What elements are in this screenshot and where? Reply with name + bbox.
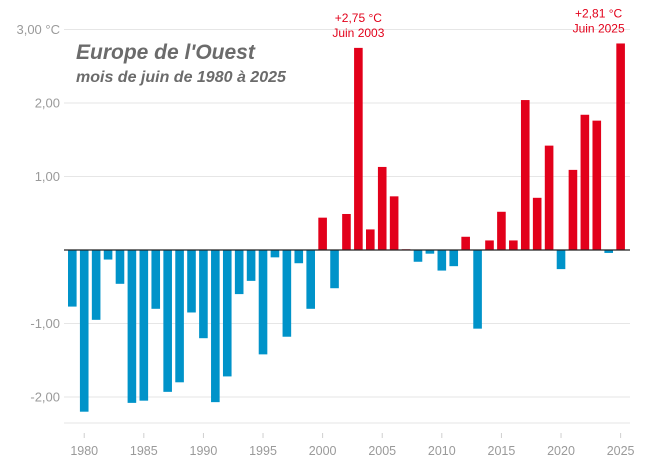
bar-1988 (175, 250, 184, 383)
chart-subtitle: mois de juin de 1980 à 2025 (76, 69, 287, 86)
y-tick-label: 1,00 (35, 169, 60, 184)
bar-1985 (139, 250, 149, 401)
bar-2013 (473, 250, 482, 329)
bar-1984 (127, 250, 137, 403)
annotation-value: +2,75 °C (335, 11, 382, 25)
bar-1995 (258, 250, 268, 355)
gridlines (64, 29, 630, 424)
bar-1996 (270, 250, 280, 258)
y-tick-label: -2,00 (30, 390, 60, 405)
bar-2003 (354, 47, 363, 251)
bar-2017 (520, 100, 530, 250)
bar-2005 (377, 166, 387, 250)
x-tick-label: 2025 (607, 444, 635, 458)
bar-2010 (437, 250, 447, 271)
bar-2011 (449, 250, 459, 267)
bar-2009 (425, 250, 435, 254)
bar-2001 (330, 250, 339, 289)
bar-2008 (413, 250, 423, 262)
x-tick-label: 1995 (249, 444, 277, 458)
annotation-value: +2,81 °C (575, 6, 622, 20)
bar-2014 (485, 240, 494, 250)
bar-2004 (366, 229, 375, 250)
bar-2019 (544, 145, 554, 250)
bar-2018 (532, 197, 542, 250)
y-tick-label: -1,00 (30, 316, 60, 331)
bar-1999 (306, 250, 315, 309)
x-tick-label: 1990 (190, 444, 218, 458)
bar-1982 (103, 250, 113, 260)
bar-1983 (115, 250, 125, 284)
bar-2020 (556, 250, 566, 270)
bar-2025 (616, 43, 625, 250)
bar-2022 (580, 114, 590, 250)
bar-1997 (282, 250, 292, 337)
bar-1994 (246, 250, 256, 281)
bar-2012 (461, 236, 470, 250)
bar-1998 (294, 250, 304, 264)
y-tick-label: 3,00 °C (16, 22, 60, 37)
x-axis-tick-labels: 1980 1985 1990 1995 2000 2005 2010 2015 2020 2025 (70, 433, 635, 458)
x-tick-label: 1980 (70, 444, 98, 458)
x-tick-label: 2010 (428, 444, 456, 458)
bar-2002 (342, 213, 351, 251)
x-tick-label: 2000 (309, 444, 337, 458)
bar-1987 (163, 250, 172, 392)
bar-1989 (187, 250, 196, 313)
bar-2000 (318, 217, 327, 250)
bar-2024 (604, 250, 613, 253)
bar-1992 (222, 250, 232, 377)
x-tick-label: 2020 (547, 444, 575, 458)
annotation-date: Juin 2025 (573, 21, 625, 35)
chart-title: Europe de l'Ouest (76, 41, 256, 64)
bar-2021 (568, 169, 578, 250)
bar-2006 (389, 196, 399, 250)
x-tick-label: 2005 (368, 444, 396, 458)
bar-1980 (79, 250, 89, 412)
bar-2015 (497, 211, 506, 250)
bar-2016 (509, 240, 518, 250)
bar-1993 (234, 250, 244, 295)
bars (68, 43, 625, 412)
bar-2023 (592, 120, 602, 250)
y-axis-tick-labels: 3,00 °C 2,00 1,00 -1,00 -2,00 (16, 22, 60, 405)
bar-1979 (68, 250, 77, 307)
y-tick-label: 2,00 (35, 96, 60, 111)
x-tick-label: 1985 (130, 444, 158, 458)
bar-1991 (211, 250, 220, 403)
annotation-date: Juin 2003 (332, 26, 384, 40)
x-tick-label: 2015 (488, 444, 516, 458)
bar-1990 (199, 250, 208, 339)
bar-1981 (91, 250, 101, 320)
bar-1986 (151, 250, 161, 309)
